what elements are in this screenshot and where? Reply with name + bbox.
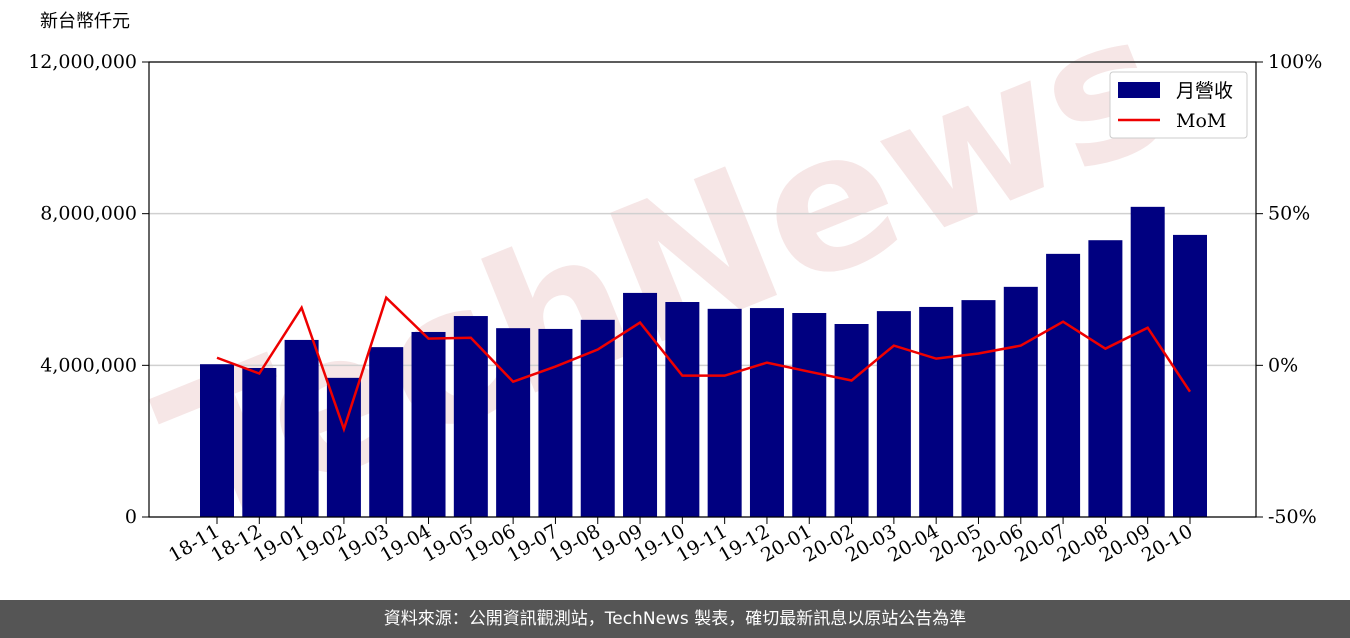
y2-tick-label: 50%: [1268, 203, 1310, 225]
y-tick-label: 8,000,000: [40, 203, 137, 225]
y2-tick-label: 0%: [1268, 354, 1298, 376]
bar: [707, 308, 742, 517]
footer: 資料來源：公開資訊觀測站，TechNews 製表，確切最新訊息以原站公告為準: [0, 600, 1350, 638]
bar: [834, 324, 869, 517]
bar: [242, 367, 277, 517]
bar: [623, 292, 658, 517]
y2-tick-label: -50%: [1268, 506, 1317, 528]
y-tick-label: 4,000,000: [40, 354, 137, 376]
bar: [876, 311, 911, 517]
bar: [919, 306, 954, 517]
bar: [200, 364, 234, 517]
bar: [538, 328, 573, 517]
bar: [453, 316, 488, 517]
bar: [1130, 206, 1165, 517]
legend-swatch: [1118, 82, 1160, 98]
bar: [326, 377, 361, 517]
y-tick-label: 0: [125, 506, 137, 528]
bar: [961, 300, 996, 517]
bar: [580, 319, 615, 517]
y-tick-label: 12,000,000: [28, 51, 137, 73]
y2-tick-label: 100%: [1268, 51, 1322, 73]
line: [216, 295, 1192, 433]
bar: [749, 308, 784, 517]
bar: [1046, 253, 1081, 517]
bar: [496, 328, 531, 517]
bar: [284, 339, 319, 517]
bar: [665, 302, 700, 517]
plot-frame: [148, 61, 1257, 518]
bar: [369, 347, 404, 517]
bar: [411, 331, 446, 517]
y-axis-label: 新台幣仟元: [40, 11, 130, 32]
bar: [1088, 240, 1123, 518]
bar: [1003, 286, 1038, 517]
legend-label: 月營收: [1176, 80, 1233, 102]
legend-label: MoM: [1176, 110, 1226, 132]
bar: [792, 313, 827, 517]
chart: 新台幣仟元 TechNews 04,000,0008,000,00012,000…: [28, 0, 1322, 570]
